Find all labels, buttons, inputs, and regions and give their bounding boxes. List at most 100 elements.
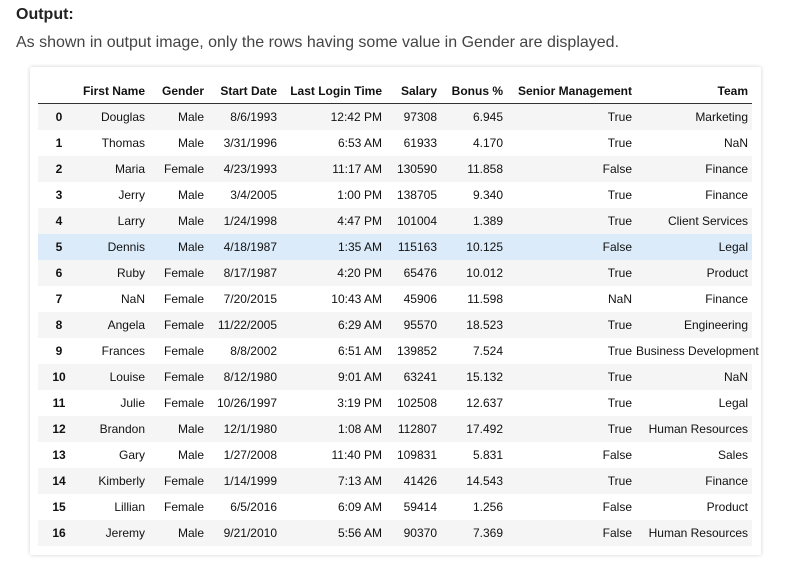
row-index: 5 (55, 240, 63, 254)
table-cell: 11:17 AM (332, 162, 382, 176)
table-cell: Larry (117, 214, 145, 228)
table-cell: Female (163, 474, 204, 488)
column-header: Bonus % (441, 79, 507, 104)
table-cell: 3:19 PM (337, 396, 382, 410)
table-cell: 7.369 (472, 526, 503, 540)
table-cell: Client Services (667, 214, 748, 228)
table-cell: 6:09 AM (337, 500, 382, 514)
table-cell: True (607, 266, 632, 280)
table-cell: NaN (723, 370, 748, 384)
row-index: 15 (52, 500, 66, 514)
table-cell: Male (177, 110, 204, 124)
table-cell: 9.340 (472, 188, 503, 202)
table-cell: 12/1/1980 (223, 422, 277, 436)
table-cell: 112807 (397, 422, 437, 436)
table-cell: 10:43 AM (331, 292, 382, 306)
table-cell: 45906 (403, 292, 437, 306)
row-index: 11 (52, 396, 66, 410)
table-cell: NaN (723, 136, 748, 150)
table-row: 11 Julie Female 10/26/1997 3:19 PM 102508 12.6… (38, 390, 752, 416)
row-index: 10 (52, 370, 66, 384)
table-cell: Finance (705, 474, 748, 488)
table-cell: 95570 (403, 318, 437, 332)
row-index: 6 (55, 266, 63, 280)
table-cell: Thomas (101, 136, 145, 150)
table-row: 16 Jeremy Male 9/21/2010 5:56 AM 90370 7.369 Fa… (38, 520, 752, 546)
table-body: 0 Douglas Male 8/6/1993 12:42 PM 97308 6.945 Tr… (38, 103, 759, 546)
table-cell: 1/27/2008 (223, 448, 277, 462)
table-cell: 11.858 (467, 162, 503, 176)
row-index: 2 (55, 162, 63, 176)
table-cell: Product (706, 266, 748, 280)
table-row: 2 Maria Female 4/23/1993 11:17 AM 130590 11.85… (38, 156, 752, 182)
table-cell: Male (177, 214, 204, 228)
table-row: 7 NaN Female 7/20/2015 10:43 AM 45906 11.598 Na… (38, 286, 752, 312)
table-row: 3 Jerry Male 3/4/2005 1:00 PM 138705 9.340 True… (38, 182, 752, 208)
table-cell: False (602, 448, 632, 462)
table-row: 14 Kimberly Female 1/14/1999 7:13 AM 41426 14.… (38, 468, 752, 494)
table-cell: 11/22/2005 (217, 318, 277, 332)
table-cell: 109831 (396, 448, 437, 462)
table-cell: 4.170 (472, 136, 503, 150)
table-cell: 1/14/1999 (223, 474, 277, 488)
table-row: 13 Gary Male 1/27/2008 11:40 PM 109831 5.831 Fa… (38, 442, 752, 468)
table-cell: Legal (718, 240, 748, 254)
table-cell: Male (177, 136, 204, 150)
row-index: 4 (55, 214, 63, 228)
column-header: Gender (149, 79, 208, 104)
table-cell: Brandon (99, 422, 145, 436)
table-cell: Human Resources (648, 526, 748, 540)
table-cell: NaN (607, 292, 632, 306)
table-cell: 102508 (396, 396, 437, 410)
table-cell: True (607, 214, 632, 228)
table-cell: 4:47 PM (337, 214, 382, 228)
table-cell: Female (163, 292, 204, 306)
table-cell: 7.524 (472, 344, 503, 358)
row-index: 7 (55, 292, 63, 306)
table-cell: Male (177, 448, 204, 462)
table-cell: 6:51 AM (337, 344, 382, 358)
table-cell: 61933 (403, 136, 437, 150)
table-cell: 7:13 AM (337, 474, 382, 488)
dataframe-table: First Name Gender Start Date Last Login Tim… (38, 79, 759, 546)
table-cell: False (602, 500, 632, 514)
table-cell: Female (163, 500, 204, 514)
table-cell: Maria (114, 162, 145, 176)
column-header: Team (636, 79, 752, 104)
table-cell: 1/24/1998 (223, 214, 277, 228)
table-cell: 8/12/1980 (223, 370, 277, 384)
table-cell: Ruby (116, 266, 145, 280)
table-cell: 10.125 (466, 240, 503, 254)
table-cell: Engineering (683, 318, 748, 332)
table-cell: 101004 (396, 214, 437, 228)
table-cell: Kimberly (98, 474, 145, 488)
table-cell: 6.945 (472, 110, 503, 124)
table-cell: Julie (120, 396, 145, 410)
table-row: 10 Louise Female 8/12/1980 9:01 AM 63241 15.13… (38, 364, 752, 390)
table-cell: 130590 (396, 162, 437, 176)
row-index: 16 (52, 526, 66, 540)
table-cell: 11:40 PM (331, 448, 382, 462)
table-cell: Female (163, 318, 204, 332)
table-cell: Male (177, 526, 204, 540)
table-cell: 6/5/2016 (230, 500, 277, 514)
column-header: Start Date (208, 79, 281, 104)
table-cell: Finance (705, 162, 748, 176)
table-cell: True (607, 474, 632, 488)
table-cell: 4/23/1993 (223, 162, 277, 176)
table-cell: 10/26/1997 (216, 396, 277, 410)
table-cell: Male (177, 422, 204, 436)
table-cell: 10.012 (466, 266, 503, 280)
output-description: As shown in output image, only the rows … (16, 34, 620, 51)
table-cell: NaN (120, 292, 145, 306)
table-cell: 6:29 AM (337, 318, 382, 332)
row-index: 14 (52, 474, 66, 488)
header-row: First Name Gender Start Date Last Login Tim… (38, 79, 752, 104)
table-cell: 6:53 AM (337, 136, 382, 150)
table-row: 8 Angela Female 11/22/2005 6:29 AM 95570 18.52… (38, 312, 752, 338)
row-index: 1 (55, 136, 63, 150)
dataframe-card: First Name Gender Start Date Last Login Tim… (30, 67, 761, 555)
table-cell: 65476 (403, 266, 437, 280)
table-row: 0 Douglas Male 8/6/1993 12:42 PM 97308 6.945 Tr… (38, 103, 752, 130)
column-header: First Name (80, 79, 149, 104)
